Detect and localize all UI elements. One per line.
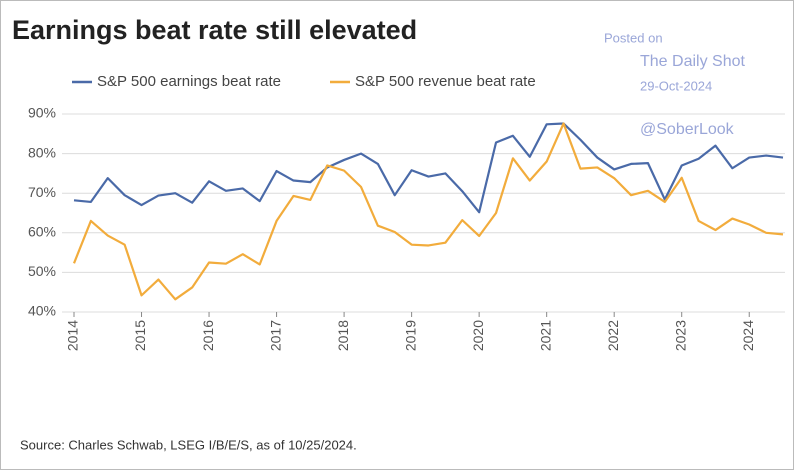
y-tick-label: 70% — [28, 184, 56, 200]
x-tick-label: 2018 — [335, 320, 351, 351]
x-tick-label: 2017 — [267, 320, 283, 351]
x-tick-label: 2023 — [672, 320, 688, 351]
x-tick-label: 2019 — [402, 320, 418, 351]
y-tick-label: 90% — [28, 105, 56, 121]
watermark: Posted on — [604, 30, 663, 45]
y-tick-label: 40% — [28, 303, 56, 319]
x-tick-label: 2015 — [132, 320, 148, 351]
watermark: 29-Oct-2024 — [640, 78, 712, 93]
x-tick-label: 2022 — [605, 320, 621, 351]
series-line — [72, 122, 784, 301]
x-tick-label: 2020 — [470, 320, 486, 351]
x-tick-label: 2021 — [537, 320, 553, 351]
x-tick-label: 2016 — [200, 320, 216, 351]
legend-label: S&P 500 revenue beat rate — [355, 73, 536, 90]
series-line — [73, 122, 784, 214]
y-tick-label: 80% — [28, 144, 56, 160]
x-tick-label: 2024 — [740, 320, 756, 351]
y-tick-label: 50% — [28, 263, 56, 279]
watermark: @SoberLook — [640, 121, 735, 138]
chart-title: Earnings beat rate still elevated — [12, 15, 417, 45]
x-tick-label: 2014 — [65, 320, 81, 351]
y-tick-label: 60% — [28, 224, 56, 240]
watermark: The Daily Shot — [640, 53, 745, 70]
legend-label: S&P 500 earnings beat rate — [97, 73, 281, 90]
source-note: Source: Charles Schwab, LSEG I/B/E/S, as… — [20, 437, 357, 452]
